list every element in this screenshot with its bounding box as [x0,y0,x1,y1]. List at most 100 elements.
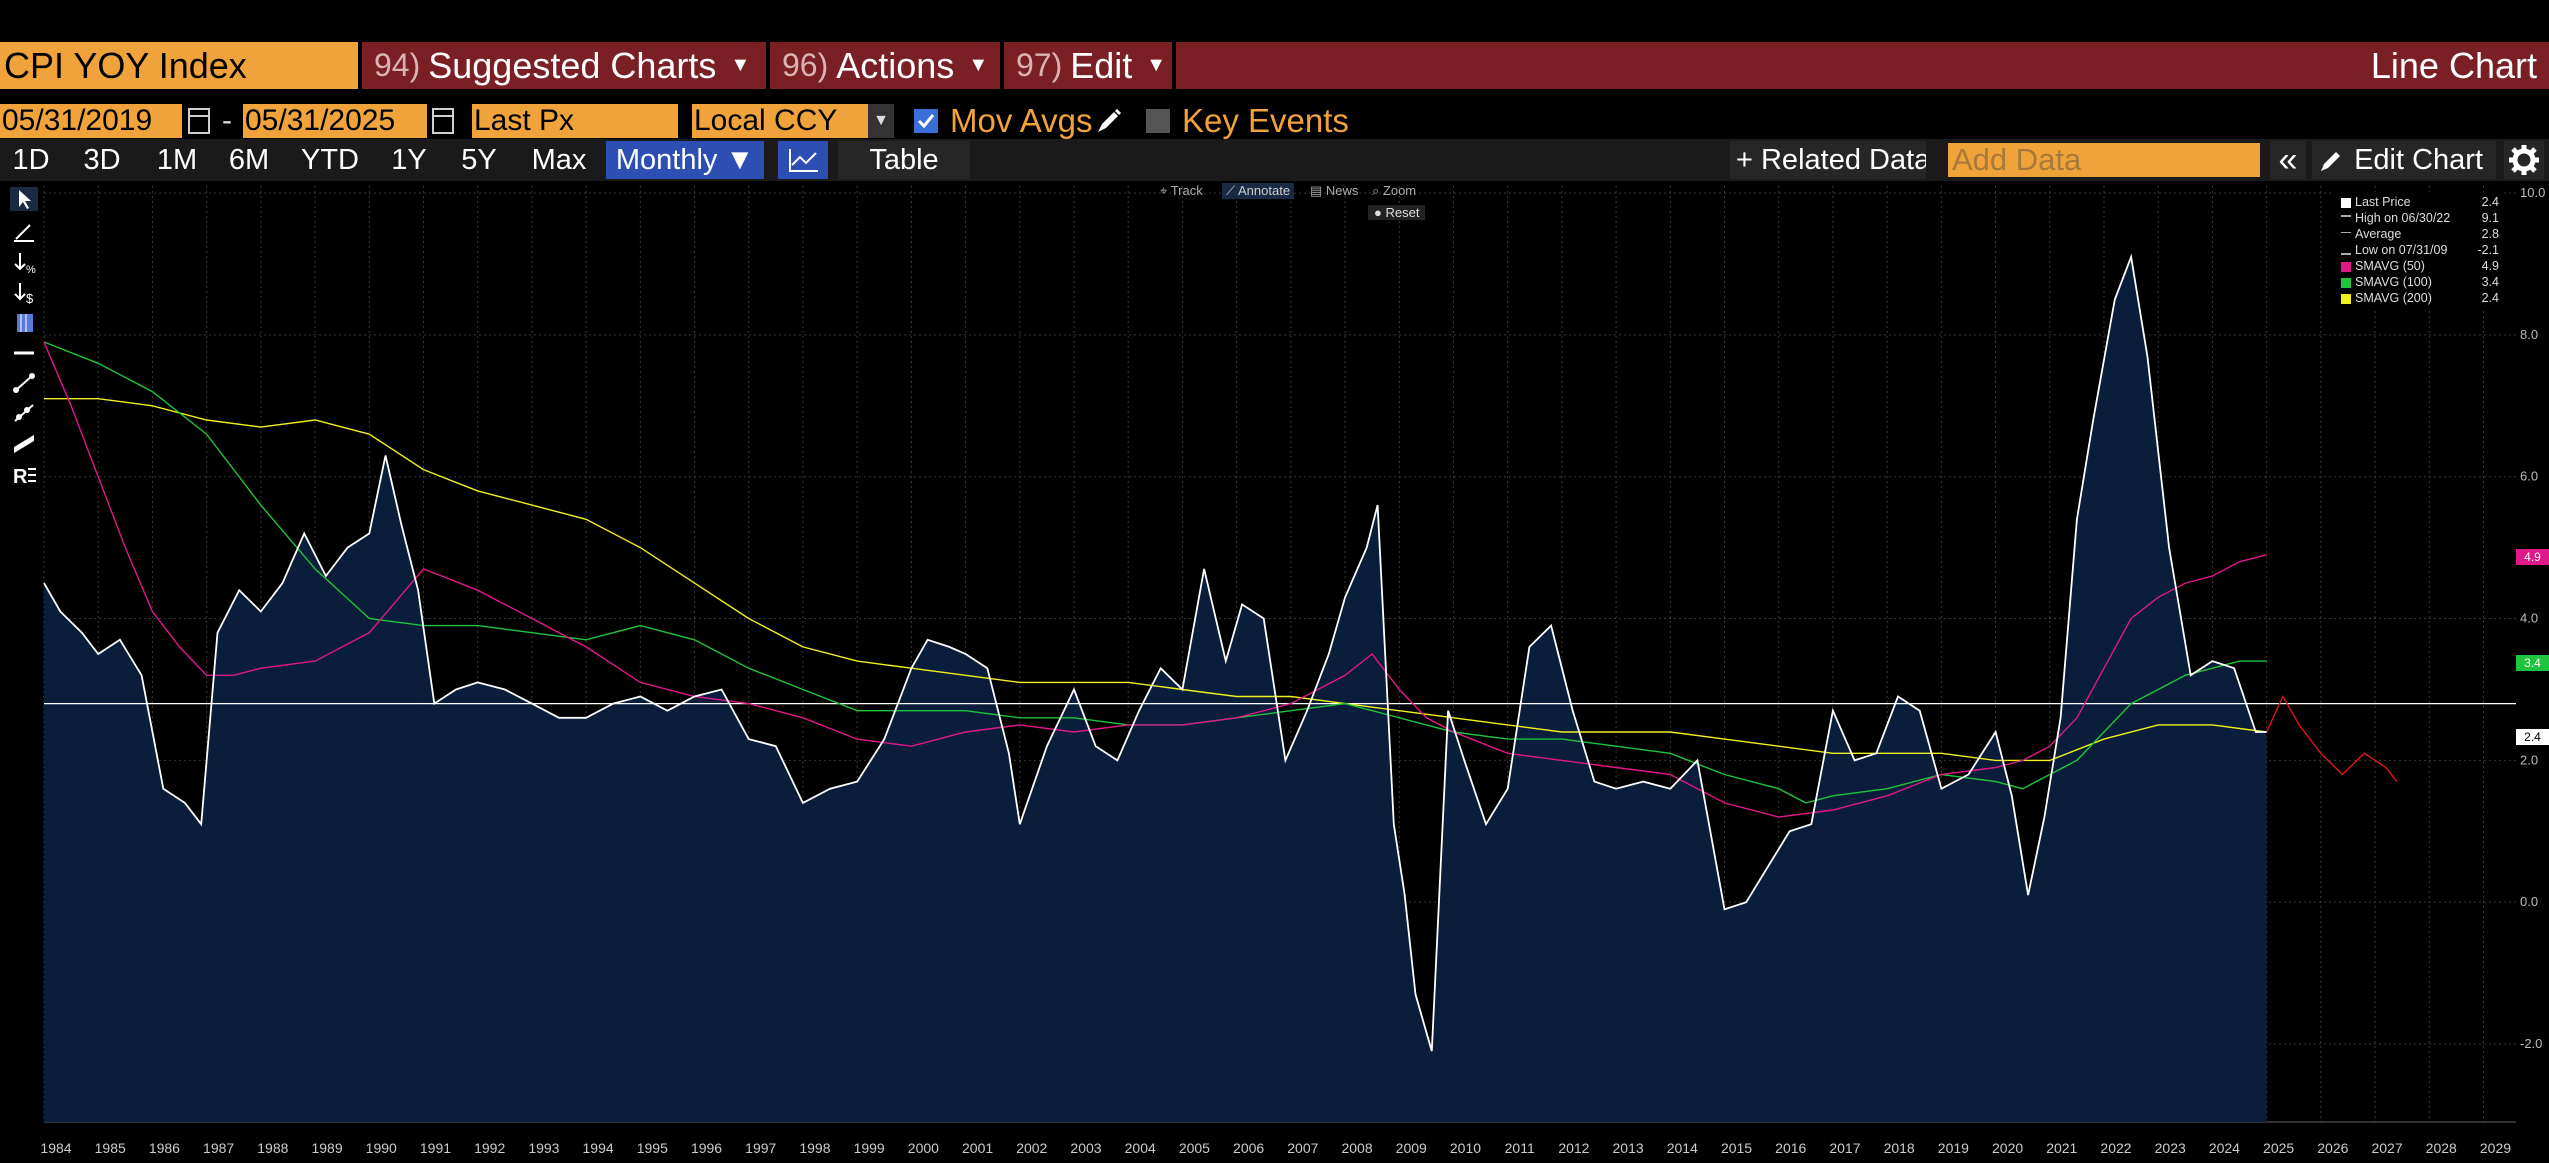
y-tick-label: 4.0 [2520,611,2538,626]
range-5y-button[interactable]: 5Y [461,144,497,176]
range-1d-button[interactable]: 1D [12,144,50,176]
zoom-button[interactable]: ⌕ Zoom [1372,183,1417,198]
drawing-toolbar: % $ R [0,181,44,501]
legend-label: Average [2355,227,2402,241]
pointer-icon[interactable] [10,187,38,211]
range-1y-button[interactable]: 1Y [391,144,427,176]
legend-swatch [2341,247,2351,255]
percent-tool-icon[interactable]: % [10,251,38,276]
legend-value: 9.1 [2481,211,2499,225]
series-line-smavg-50- [43,341,2267,818]
edit-chart-button[interactable]: Edit Chart [2312,141,2496,179]
annotate-label: Annotate [1238,183,1291,198]
chart-legend: Last Price 2.4 High on 06/30/22 9.1 Averag… [2333,192,2503,308]
menu-separator [1000,42,1004,89]
chart-style-icon[interactable] [778,141,828,179]
news-label: News [1325,183,1359,198]
legend-item[interactable]: Average 2.8 [2341,226,2503,242]
dollar-tool-icon[interactable]: $ [10,281,38,306]
menu-number: 97) [1016,47,1063,83]
add-data-input[interactable]: Add Data [1948,143,2260,177]
smavg100-tag: 3.4 [2516,655,2549,671]
mov-avgs-checkbox[interactable] [914,109,938,133]
key-events-label[interactable]: Key Events [1182,102,1349,139]
x-tick-label: 2002 [1016,1140,1047,1156]
y-tick-label: 0.0 [2520,894,2538,909]
start-date-field[interactable]: 05/31/2019 [0,104,182,138]
legend-item[interactable]: SMAVG (100) 3.4 [2341,274,2503,290]
reset-button[interactable]: ● Reset [1368,205,1426,220]
x-tick-label: 2018 [1884,1140,1915,1156]
range-1m-button[interactable]: 1M [156,144,198,176]
legend-item[interactable]: Low on 07/31/09 -2.1 [2341,242,2503,258]
x-tick-label: 1997 [745,1140,776,1156]
horizontal-line-icon[interactable] [10,341,38,365]
trend-line-icon[interactable] [10,371,38,395]
checkmark-icon [917,114,935,129]
annotate-button[interactable]: ⟋ Annotate [1222,183,1295,199]
x-tick-label: 2012 [1558,1140,1589,1156]
mov-avgs-label[interactable]: Mov Avgs [950,102,1093,139]
legend-value: 3.4 [2481,275,2499,289]
price-field-select[interactable]: Last Px [472,104,678,138]
x-tick-label: 1984 [40,1140,71,1156]
period-select[interactable]: Monthly ▼ [606,141,764,179]
x-tick-label: 2008 [1341,1140,1372,1156]
actions-menu[interactable]: 96) Actions ▼ [782,42,988,89]
news-button[interactable]: ▤ News [1310,183,1359,198]
legend-item[interactable]: SMAVG (50) 4.9 [2341,258,2503,274]
fibonacci-icon[interactable] [10,311,38,335]
menu-number: 96) [782,47,829,83]
pencil-icon[interactable] [1094,106,1124,136]
x-tick-label: 2011 [1505,1140,1535,1156]
x-tick-label: 2024 [2209,1140,2240,1156]
x-tick-label: 2027 [2371,1140,2402,1156]
related-data-button[interactable]: + Related Data [1730,141,1926,179]
track-button[interactable]: ⌖ Track [1160,183,1203,198]
ray-line-icon[interactable] [10,401,38,425]
channel-icon[interactable] [10,431,38,455]
y-tick-label: 6.0 [2520,469,2538,484]
legend-item[interactable]: SMAVG (200) 2.4 [2341,290,2503,306]
range-max-button[interactable]: Max [531,144,587,176]
edit-chart-label: Edit Chart [2354,144,2484,176]
key-events-checkbox[interactable] [1146,109,1170,133]
draw-line-icon[interactable] [10,219,38,243]
calendar-icon[interactable] [432,108,454,134]
calendar-icon[interactable] [188,108,210,134]
end-date-field[interactable]: 05/31/2025 [243,104,427,138]
x-tick-label: 1995 [637,1140,668,1156]
legend-value: 2.8 [2481,227,2499,241]
currency-select[interactable]: Local CCY [692,104,868,138]
legend-value: -2.1 [2477,243,2499,257]
legend-item[interactable]: Last Price 2.4 [2341,194,2503,210]
x-tick-label: 2023 [2155,1140,2186,1156]
ticker-field[interactable]: CPI YOY Index [0,42,358,89]
x-tick-label: 2006 [1233,1140,1264,1156]
legend-item[interactable]: High on 06/30/22 9.1 [2341,210,2503,226]
y-tick-label: 8.0 [2520,327,2538,342]
y-tick-label: -2.0 [2520,1036,2542,1051]
regression-icon[interactable]: R [10,463,38,488]
range-3d-button[interactable]: 3D [83,144,121,176]
line-chart[interactable]: 1984 1985 1986 1987 1988 1989 1990 1991 1992 1993… [0,181,2549,1163]
legend-label: SMAVG (100) [2355,275,2432,289]
edit-menu[interactable]: 97) Edit ▼ [1016,42,1166,89]
svg-text:R: R [13,466,28,487]
line-chart-icon [789,149,818,172]
x-tick-label: 2009 [1396,1140,1427,1156]
range-6m-button[interactable]: 6M [228,144,270,176]
range-ytd-button[interactable]: YTD [301,144,359,176]
x-tick-label: 1988 [257,1140,288,1156]
suggested-charts-menu[interactable]: 94) Suggested Charts ▼ [374,42,750,89]
collapse-button[interactable]: « [2270,141,2306,179]
series-line-smavg-200- [44,398,2267,762]
chevron-down-icon[interactable]: ▼ [868,104,894,138]
svg-text:%: % [26,264,36,275]
series-line-last-price [43,253,2267,1052]
y-tick-label: 10.0 [2520,185,2545,200]
x-tick-label: 1994 [583,1140,614,1156]
gear-icon[interactable] [2504,141,2544,179]
table-button[interactable]: Table [838,141,970,179]
legend-label: High on 06/30/22 [2355,211,2451,225]
